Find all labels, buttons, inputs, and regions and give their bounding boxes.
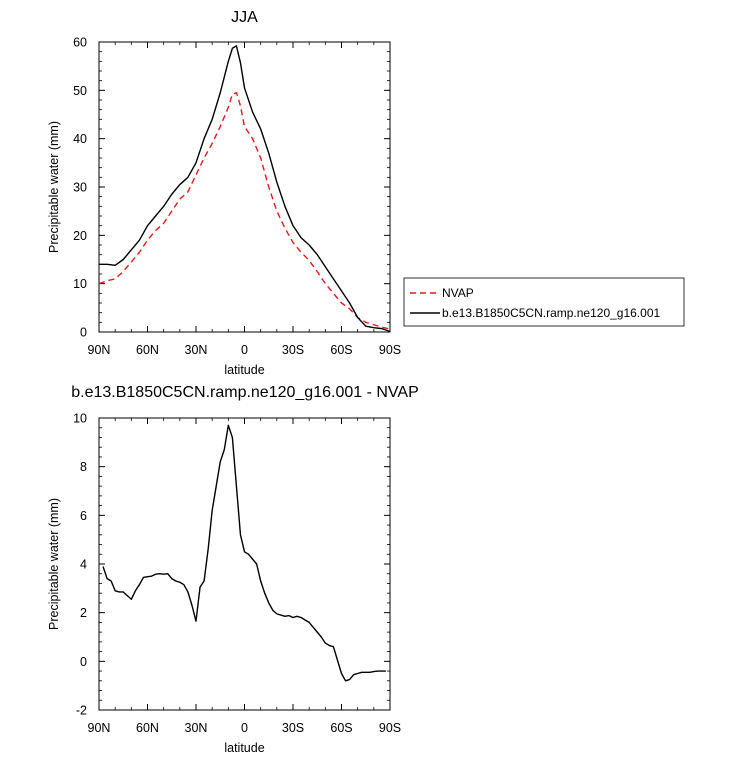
chart-bottom-ticks: 90N 60N 30N 0 30S 60S 90S -2 0 2 4 6 8 10 [73,412,401,736]
top-ytick-label: 40 [73,132,87,146]
top-xtick-label: 30N [185,343,208,357]
bottom-series-line-0 [102,424,386,682]
bottom-ytick-label: 8 [80,460,87,474]
bottom-xtick-label: 90N [88,721,111,735]
top-xtick-label: 60N [136,343,159,357]
top-xtick-label: 0 [241,343,248,357]
top-xtick-label: 60S [330,343,352,357]
top-ytick-label: 30 [73,181,87,195]
chart-top: JJA 90N 60N 30N 0 30S 60S 90S 0 10 20 30 40 50 60 lat… [47,9,401,377]
top-ytick-label: 60 [73,36,87,50]
bottom-xtick-label: 60S [330,721,352,735]
bottom-xtick-label: 90S [379,721,401,735]
top-series-line-0 [98,92,391,330]
chart-top-ylabel: Precipitable water (mm) [47,121,61,253]
bottom-ytick-label: 0 [80,655,87,669]
chart-bottom: b.e13.B1850C5CN.ramp.ne120_g16.001 - NVA… [47,384,419,755]
bottom-ytick-label: 10 [73,412,87,426]
chart-bottom-title: b.e13.B1850C5CN.ramp.ne120_g16.001 - NVA… [71,384,418,401]
bottom-ytick-label: 2 [80,606,87,620]
top-xtick-label: 30S [282,343,304,357]
bottom-xtick-label: 30S [282,721,304,735]
chart-top-series [98,45,391,333]
top-ytick-label: 20 [73,229,87,243]
legend-label-model: b.e13.B1850C5CN.ramp.ne120_g16.001 [442,306,660,320]
chart-bottom-frame [98,417,391,711]
legend: NVAP b.e13.B1850C5CN.ramp.ne120_g16.001 [403,277,685,327]
legend-label-nvap: NVAP [442,286,474,300]
top-xtick-label: 90N [88,343,111,357]
bottom-ytick-label: 6 [80,509,87,523]
bottom-ytick-label: -2 [76,704,87,718]
bottom-xtick-label: 30N [185,721,208,735]
chart-top-xlabel: latitude [224,363,264,377]
top-xtick-label: 90S [379,343,401,357]
bottom-ytick-label: 4 [80,558,87,572]
legend-box [403,277,685,327]
bottom-xtick-label: 60N [136,721,159,735]
top-ytick-label: 10 [73,277,87,291]
chart-bottom-series [102,424,386,682]
chart-top-title: JJA [231,9,258,26]
top-series-line-1 [99,45,391,333]
top-ytick-label: 50 [73,84,87,98]
top-ytick-label: 0 [80,326,87,340]
chart-top-ticks: 90N 60N 30N 0 30S 60S 90S 0 10 20 30 40 50 60 [73,36,401,358]
chart-bottom-xlabel: latitude [224,741,264,755]
chart-bottom-ylabel: Precipitable water (mm) [47,498,61,630]
bottom-xtick-label: 0 [241,721,248,735]
